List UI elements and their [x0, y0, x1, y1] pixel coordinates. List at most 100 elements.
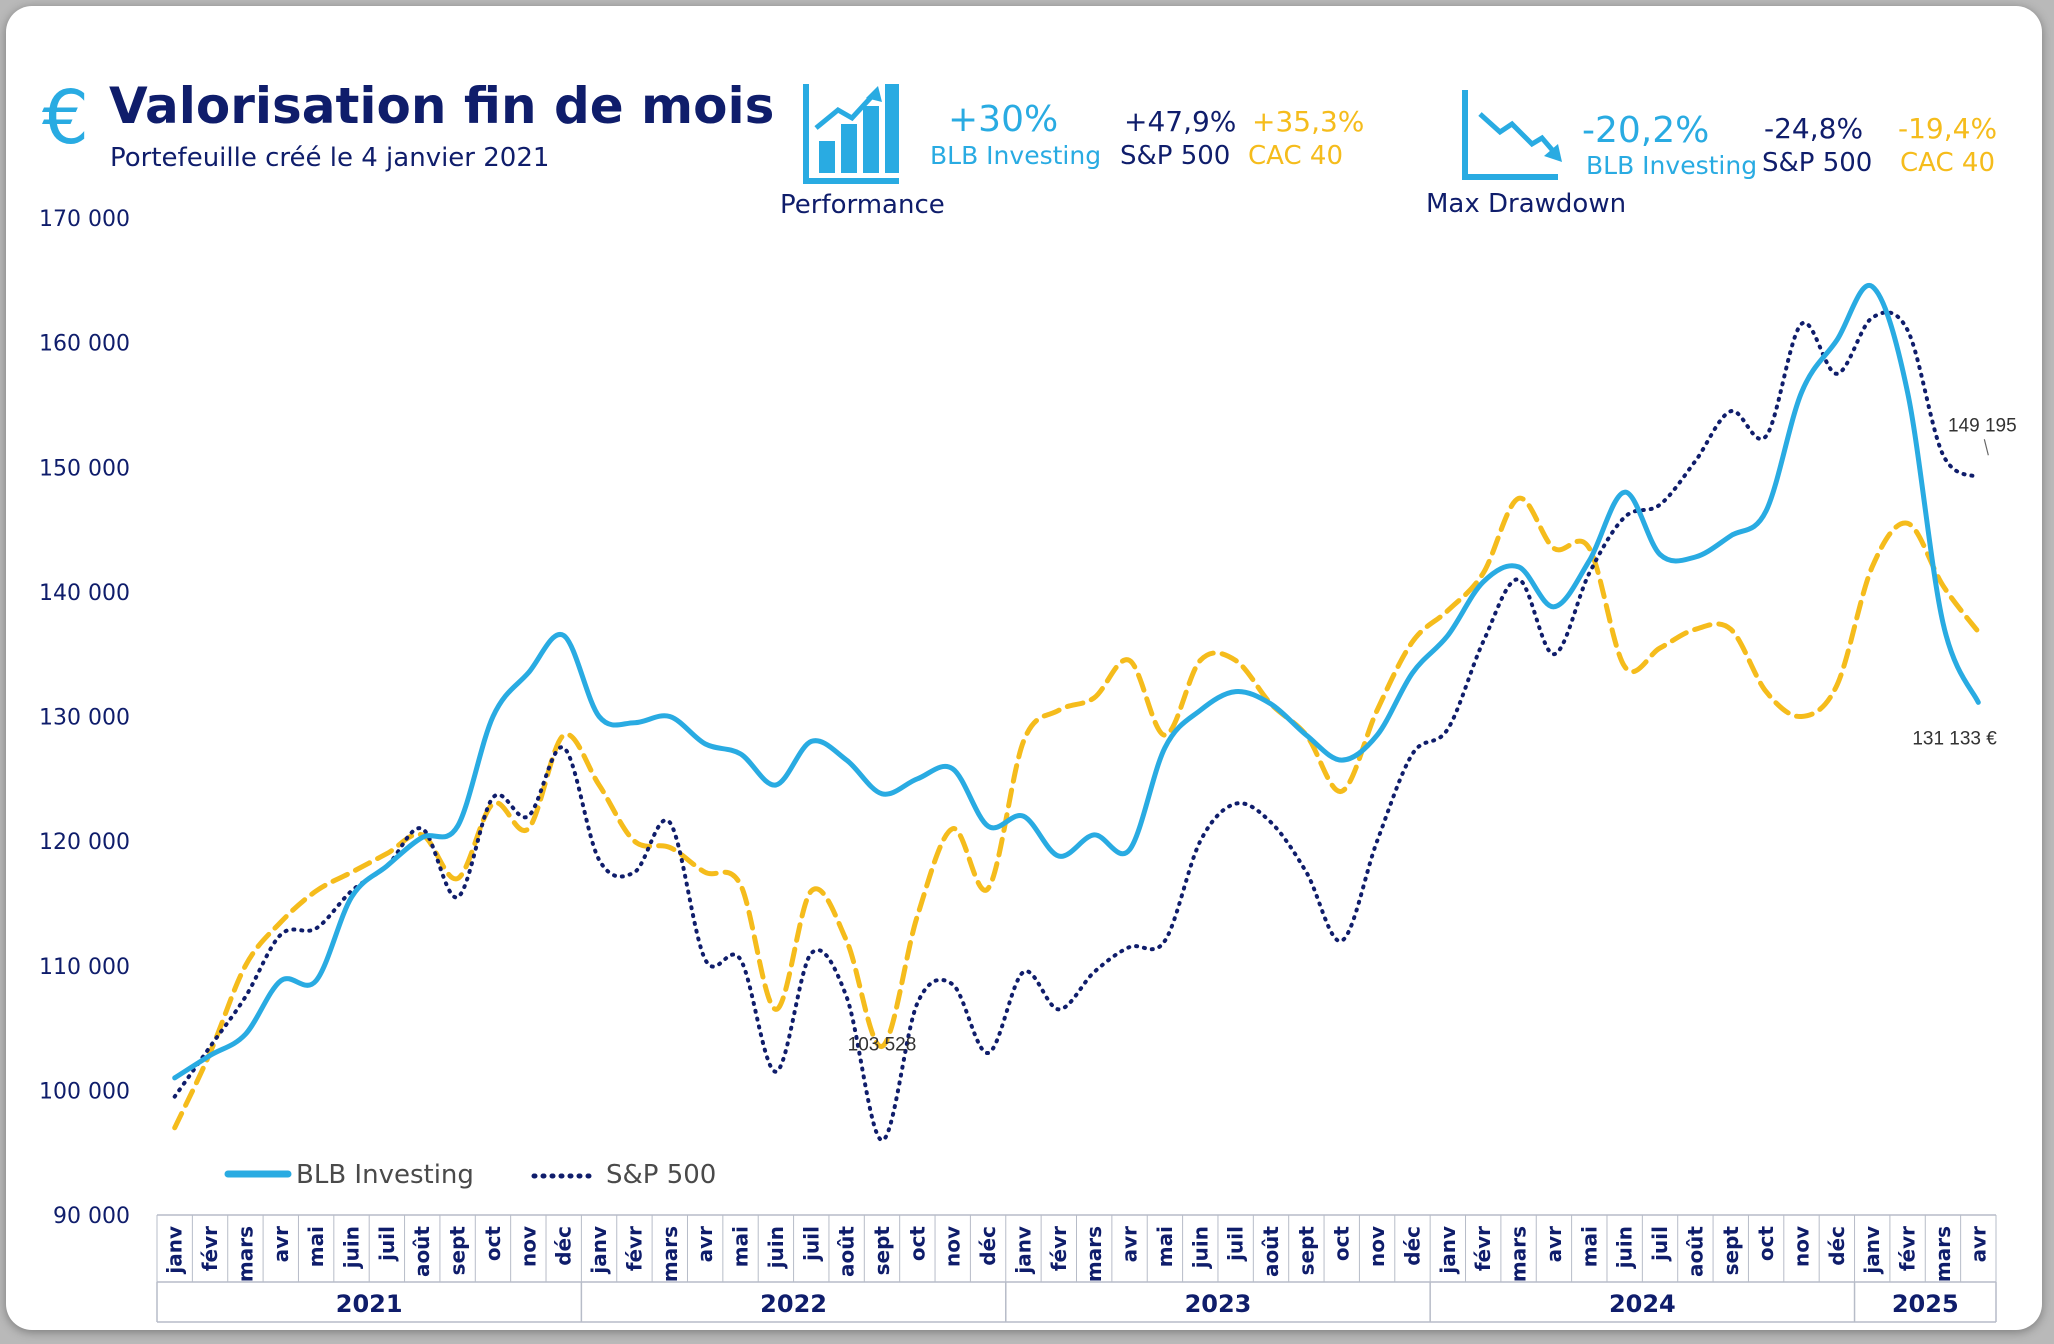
year-label: 2021	[336, 1290, 403, 1318]
y-tick-label: 170 000	[39, 207, 130, 232]
x-tick-label: févr	[1896, 1226, 1920, 1271]
y-tick-label: 160 000	[39, 332, 130, 357]
chart-card: € Valorisation fin de mois Portefeuille …	[6, 6, 2042, 1330]
x-tick-label: avr	[1118, 1226, 1142, 1263]
drawdown-cac-name: CAC 40	[1900, 148, 1995, 178]
x-tick-label: juin	[1613, 1226, 1637, 1269]
data-label: 131 133 €	[1912, 728, 1997, 749]
x-tick-label: juin	[340, 1226, 364, 1269]
x-tick-label: juil	[799, 1226, 823, 1262]
x-tick-label: févr	[1471, 1226, 1495, 1271]
x-tick-label: janv	[1860, 1226, 1884, 1275]
x-tick-label: sept	[870, 1226, 894, 1276]
x-tick-label: août	[410, 1226, 434, 1277]
x-tick-label: nov	[941, 1226, 965, 1267]
x-axis: janv févr mars avr mai juin juil août sept oct nov…	[156, 1214, 1997, 1323]
x-tick-label: avr	[1966, 1226, 1990, 1263]
x-tick-label: déc	[552, 1226, 576, 1266]
x-tick-label: mars	[233, 1226, 257, 1282]
x-tick-label: août	[835, 1226, 859, 1277]
x-tick-label: nov	[1789, 1226, 1813, 1267]
legend-sp-label: S&P 500	[606, 1160, 716, 1190]
x-tick-label: sept	[1719, 1226, 1743, 1276]
y-tick-label: 100 000	[39, 1079, 130, 1104]
year-label: 2023	[1185, 1290, 1252, 1318]
year-label: 2025	[1892, 1290, 1959, 1318]
x-tick-label: févr	[198, 1226, 222, 1271]
x-tick-label: mars	[1082, 1226, 1106, 1282]
drawdown-blb-value: -20,2%	[1582, 110, 1709, 151]
chart: € Valorisation fin de mois Portefeuille …	[39, 75, 2017, 1323]
performance-blb-name: BLB Investing	[930, 141, 1101, 170]
x-tick-label: juil	[1648, 1226, 1672, 1262]
x-tick-label: déc	[1400, 1226, 1424, 1266]
x-tick-label: févr	[1047, 1226, 1071, 1271]
x-tick-label: avr	[693, 1226, 717, 1263]
x-tick-label: oct	[481, 1226, 505, 1262]
year-label: 2022	[760, 1290, 827, 1318]
legend: BLB Investing S&P 500	[224, 1160, 716, 1190]
y-tick-label: 90 000	[53, 1204, 130, 1229]
x-tick-label: mars	[1507, 1226, 1531, 1282]
series-line-cac40	[172, 495, 1981, 1131]
x-tick-label: janv	[1011, 1226, 1035, 1275]
y-tick-label: 140 000	[39, 581, 130, 606]
euro-icon: €	[42, 75, 89, 161]
y-tick-label: 110 000	[39, 955, 130, 980]
y-tick-label: 130 000	[39, 706, 130, 731]
series-line-sp500	[172, 310, 1981, 1143]
series-layer	[172, 282, 1981, 1143]
x-tick-label: nov	[516, 1226, 540, 1267]
x-tick-label: août	[1259, 1226, 1283, 1277]
data-label-leader	[1983, 439, 1989, 456]
x-tick-label: janv	[587, 1226, 611, 1275]
x-tick-label: nov	[1365, 1226, 1389, 1267]
x-tick-label: mars	[1931, 1226, 1955, 1282]
x-tick-label: oct	[1754, 1226, 1778, 1262]
annotation-layer: 103 528 149 195 131 133 €	[848, 415, 2017, 1055]
page-subtitle: Portefeuille créé le 4 janvier 2021	[110, 143, 549, 173]
data-label: 103 528	[848, 1034, 917, 1055]
x-tick-label: avr	[1542, 1226, 1566, 1263]
performance-cac-value: +35,3%	[1252, 105, 1364, 138]
drawdown-label: Max Drawdown	[1426, 189, 1626, 219]
y-tick-label: 150 000	[39, 456, 130, 481]
x-tick-label: mai	[304, 1226, 328, 1267]
x-tick-label: juin	[764, 1226, 788, 1269]
x-tick-label: oct	[905, 1226, 929, 1262]
x-tick-label: mai	[1577, 1226, 1601, 1267]
drawdown-sp-name: S&P 500	[1762, 148, 1872, 178]
performance-sp-name: S&P 500	[1120, 141, 1230, 171]
drawdown-cac-value: -19,4%	[1898, 112, 1997, 145]
x-tick-label: mai	[729, 1226, 753, 1267]
data-label: 149 195	[1948, 415, 2017, 436]
x-tick-label: août	[1683, 1226, 1707, 1277]
x-tick-label: janv	[1436, 1226, 1460, 1275]
trend-down-icon	[1462, 90, 1562, 180]
performance-label: Performance	[780, 190, 945, 220]
drawdown-sp-value: -24,8%	[1764, 112, 1863, 145]
x-tick-label: déc	[1825, 1226, 1849, 1266]
x-tick-label: oct	[1330, 1226, 1354, 1262]
x-tick-label: sept	[446, 1226, 470, 1276]
x-tick-label: déc	[976, 1226, 1000, 1266]
x-tick-label: mars	[658, 1226, 682, 1282]
drawdown-blb-name: BLB Investing	[1586, 151, 1757, 180]
x-tick-label: févr	[622, 1226, 646, 1271]
performance-sp-value: +47,9%	[1124, 105, 1236, 138]
y-tick-label: 120 000	[39, 830, 130, 855]
legend-blb-label: BLB Investing	[296, 1160, 474, 1190]
performance-blb-value: +30%	[948, 99, 1058, 140]
y-axis: 90 000 100 000 110 000 120 000 130 000 140 00…	[39, 207, 130, 1229]
x-tick-label: avr	[269, 1226, 293, 1263]
x-tick-label: janv	[163, 1226, 187, 1275]
year-label: 2024	[1609, 1290, 1676, 1318]
x-tick-label: juil	[1224, 1226, 1248, 1262]
series-line-blb-investing	[172, 282, 1981, 1081]
page-title: Valorisation fin de mois	[109, 77, 774, 135]
bar-chart-icon	[803, 84, 899, 184]
x-tick-label: juin	[1188, 1226, 1212, 1269]
x-tick-label: sept	[1294, 1226, 1318, 1276]
performance-cac-name: CAC 40	[1248, 141, 1343, 171]
x-tick-label: juil	[375, 1226, 399, 1262]
